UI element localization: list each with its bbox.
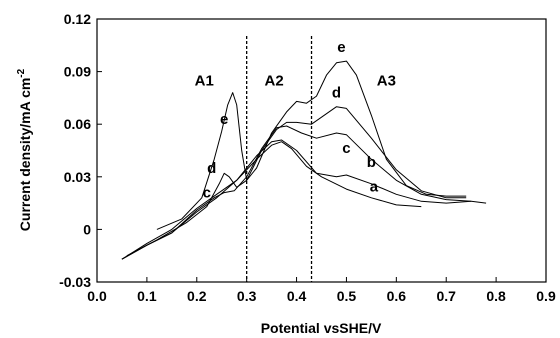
curve-label-b: b <box>367 154 376 171</box>
x-tick-label: 0.1 <box>137 288 157 304</box>
curve-e <box>156 60 467 230</box>
region-dividers <box>246 36 313 282</box>
plot-frame <box>96 18 547 283</box>
region-label-a3: A3 <box>377 72 396 89</box>
x-tick-label: 0.8 <box>486 288 506 304</box>
curve-d <box>126 106 467 257</box>
x-tick-label: 0.7 <box>436 288 456 304</box>
y-tick-label: 0.12 <box>64 11 91 27</box>
curve-label-e: e <box>337 39 345 56</box>
y-axis-label-sup: -2 <box>16 68 27 77</box>
y-axis-label-main: Current density/mA cm <box>17 78 33 232</box>
x-axis-label: Potential vsSHE/V <box>261 320 382 336</box>
peak-label-d: d <box>207 160 216 177</box>
curve-label-a: a <box>370 178 379 195</box>
x-tick-label: 0.4 <box>287 288 307 304</box>
x-tick-label: 0.5 <box>337 288 357 304</box>
peak-label-e: e <box>220 111 228 128</box>
curves <box>121 60 487 260</box>
axis-ticks: 0.0 0.1 0.2 0.3 0.4 0.5 0.6 0.7 0.8 0.9 -0.03 0 0.03… <box>59 11 556 304</box>
region-label-a1: A1 <box>195 72 214 89</box>
x-tick-label: 0.6 <box>387 288 407 304</box>
x-tick-label: 0.3 <box>237 288 257 304</box>
curve-a <box>121 141 422 260</box>
y-tick-label: 0 <box>83 221 91 237</box>
region-label-a2: A2 <box>265 72 284 89</box>
curve-label-d: d <box>332 85 341 102</box>
curve-c <box>121 125 487 260</box>
y-tick-label: 0.03 <box>64 169 91 185</box>
y-tick-label: -0.03 <box>59 274 91 290</box>
curve-label-c: c <box>342 140 350 157</box>
x-tick-label: 0.9 <box>536 288 556 304</box>
peak-label-c: c <box>203 185 211 202</box>
curve-b <box>121 139 472 260</box>
y-tick-label: 0.06 <box>64 116 91 132</box>
x-tick-label: 0.2 <box>187 288 207 304</box>
x-tick-label: 0.0 <box>87 288 107 304</box>
y-tick-label: 0.09 <box>64 64 91 80</box>
y-axis-label: Current density/mA cm-2 <box>16 68 33 231</box>
